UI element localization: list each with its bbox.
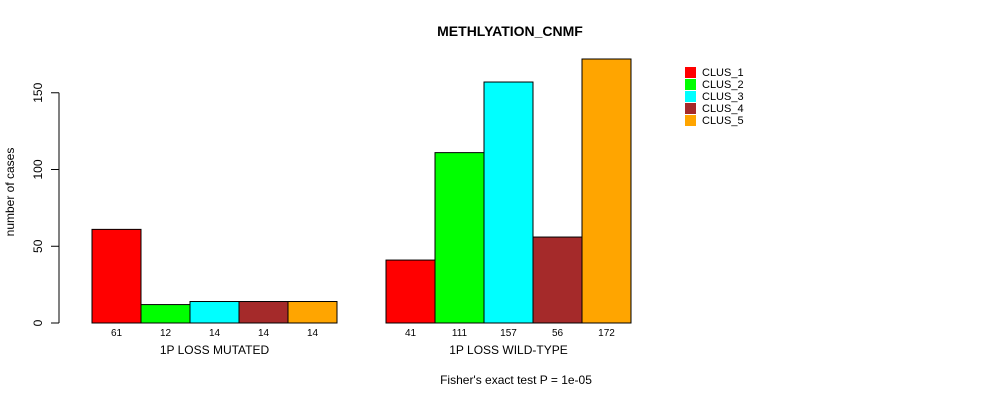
count-label-group1-clus_4: 14 — [258, 328, 270, 339]
y-axis: 0 50 100 150 — [31, 82, 60, 326]
legend-swatch-clus_2 — [685, 79, 696, 90]
count-label-group1-clus_1: 61 — [111, 328, 123, 339]
group-labels: 1P LOSS MUTATED 1P LOSS WILD-TYPE — [160, 343, 568, 357]
count-label-group1-clus_3: 14 — [209, 328, 221, 339]
bar-group2-clus_5 — [581, 58, 632, 324]
count-label-group2-clus_2: 111 — [452, 328, 468, 339]
legend-label-clus_3: CLUS_3 — [702, 91, 744, 103]
chart-title: METHLYATION_CNMF — [437, 23, 583, 39]
count-label-group2-clus_5: 172 — [598, 328, 615, 339]
bar-group1-clus_5 — [287, 301, 338, 324]
count-label-group1-clus_2: 12 — [160, 328, 172, 339]
bar-group2-clus_2 — [434, 152, 485, 324]
y-tick-label-2: 100 — [31, 159, 45, 179]
bar-group2-clus_3 — [483, 81, 534, 324]
group-label-1: 1P LOSS MUTATED — [160, 343, 270, 357]
legend-label-clus_4: CLUS_4 — [702, 103, 744, 115]
legend-label-clus_5: CLUS_5 — [702, 115, 744, 127]
fisher-test-text: Fisher's exact test P = 1e-05 — [440, 373, 592, 387]
y-tick-label-3: 150 — [31, 82, 45, 102]
y-axis-label: number of cases — [3, 148, 17, 237]
count-label-group2-clus_1: 41 — [405, 328, 417, 339]
legend-swatch-clus_5 — [685, 115, 696, 126]
legend-label-clus_2: CLUS_2 — [702, 79, 744, 91]
group-label-2: 1P LOSS WILD-TYPE — [449, 343, 567, 357]
bar-group1-clus_1 — [91, 228, 142, 324]
bar-group2-clus_4 — [532, 236, 583, 324]
bar-group1-clus_3 — [189, 301, 240, 324]
bar-group1-clus_2 — [140, 304, 191, 324]
legend-swatch-clus_4 — [685, 103, 696, 114]
count-label-group2-clus_3: 157 — [500, 328, 517, 339]
legend-label-clus_1: CLUS_1 — [702, 67, 744, 79]
y-tick-label-1: 50 — [31, 239, 45, 253]
legend-swatch-clus_3 — [685, 91, 696, 102]
bar-group2-clus_1 — [385, 259, 436, 324]
bar-group1-clus_4 — [238, 301, 289, 324]
count-label-group1-clus_5: 14 — [307, 328, 319, 339]
legend-swatch-clus_1 — [685, 67, 696, 78]
count-label-group2-clus_4: 56 — [552, 328, 564, 339]
y-tick-label-0: 0 — [31, 319, 45, 326]
bars: 61 12 14 14 14 41 111 157 56 172 — [91, 58, 632, 339]
